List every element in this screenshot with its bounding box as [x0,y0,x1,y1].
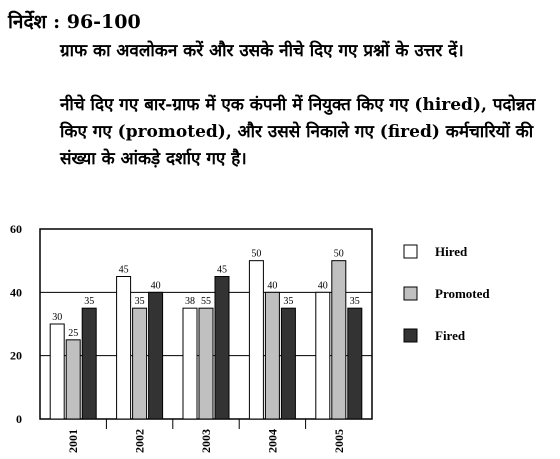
bar-fired-2001 [81,307,97,420]
x-tick-label: 2004 [265,429,279,453]
bar-hired-2002 [116,276,132,420]
bar-hired-2004 [248,260,264,420]
bar-promoted-2004 [264,291,280,420]
x-tick-label: 2005 [332,429,346,453]
bar-promoted-2002 [132,307,148,420]
data-label-fired: 45 [217,265,227,276]
instruction-paragraph-1: ग्राफ का अवलोकन करें और उसके नीचे दिए गए… [60,41,464,61]
y-tick-label: 20 [10,349,22,363]
data-label-promoted: 55 [201,296,211,307]
x-tick-label: 2002 [133,429,147,453]
bar-fired-2004 [280,307,296,420]
data-label-hired: 50 [251,249,261,260]
data-label-fired: 35 [350,296,360,307]
x-tick-label: 2003 [199,429,213,453]
bar-promoted-2001 [65,339,81,420]
data-label-fired: 35 [283,296,293,307]
section-heading: निर्देश : 96-100 [8,11,141,33]
data-label-promoted: 35 [135,296,145,307]
data-label-fired: 35 [84,296,94,307]
y-tick-label: 0 [16,412,22,426]
data-label-promoted: 25 [68,328,78,339]
bar-hired-2005 [315,291,331,420]
legend-label-fired: Fired [435,328,466,343]
bar-fired-2005 [347,307,363,420]
legend-swatch-promoted [403,286,418,301]
bar-promoted-2003 [198,307,214,420]
data-label-hired: 38 [185,296,195,307]
instruction-paragraph-2: नीचे दिए गए बार-ग्राफ में एक कंपनी में न… [60,95,536,169]
y-tick-label: 60 [10,222,22,236]
data-label-fired: 40 [151,280,161,291]
data-label-promoted: 40 [267,280,277,291]
x-tick-label: 2001 [66,429,80,453]
legend-label-hired: Hired [435,244,468,259]
data-label-promoted: 50 [334,249,344,260]
y-tick-label: 40 [10,285,22,299]
data-label-hired: 45 [119,265,129,276]
bar-fired-2002 [148,291,164,420]
legend-swatch-fired [403,328,418,343]
data-label-hired: 40 [318,280,328,291]
legend-label-promoted: Promoted [435,286,490,301]
bar-hired-2001 [49,323,65,420]
bar-hired-2003 [182,307,198,420]
bar-fired-2003 [214,276,230,420]
legend-swatch-hired [403,244,418,259]
bar-promoted-2005 [331,260,347,420]
data-label-hired: 30 [52,312,62,323]
